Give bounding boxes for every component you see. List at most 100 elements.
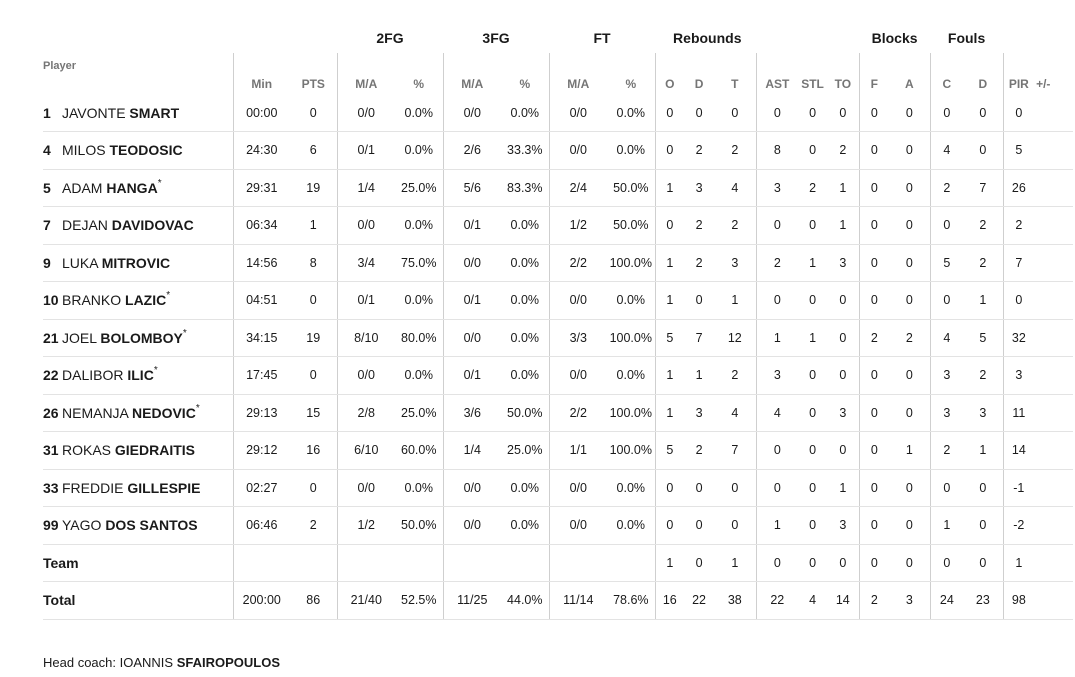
player-row[interactable]: 21 JOEL BOLOMBOY* 34:15 19 8/10 80.0% 0/0 0.0% 3… — [43, 319, 1074, 357]
cell-ast: 0 — [755, 206, 799, 245]
player-name-cell[interactable]: 7 DEJAN DAVIDOVAC — [43, 206, 233, 245]
cell-ft-ma: 3/3 — [548, 319, 608, 357]
cell-ast: 22 — [755, 581, 799, 620]
cell-ft-pct: 100.0% — [607, 394, 656, 432]
cell-to: 1 — [827, 169, 860, 207]
cell-plusminus — [1034, 581, 1074, 620]
player-name-cell[interactable]: 4 MILOS TEODOSIC — [43, 131, 233, 170]
cell-to: 0 — [827, 281, 860, 320]
cell-reb-o: 0 — [654, 469, 685, 507]
cell-3fg-pct: 0.0% — [501, 506, 550, 545]
player-row[interactable]: 31 ROKAS GIEDRAITIS 29:12 16 6/10 60.0% 1/4 25.… — [43, 431, 1074, 470]
player-name-cell[interactable]: 21 JOEL BOLOMBOY* — [43, 319, 233, 357]
header-blank — [756, 23, 859, 53]
cell-pts: 8 — [290, 244, 337, 282]
cell-reb-d: 0 — [684, 281, 715, 320]
cell-reb-d: 0 — [684, 506, 715, 545]
starter-marker: * — [157, 177, 162, 189]
cell-3fg-ma: 11/25 — [442, 581, 502, 620]
player-last-name: MITROVIC — [101, 254, 171, 271]
player-name-cell[interactable]: 5 ADAM HANGA* — [43, 169, 233, 207]
cell-stl: 0 — [798, 94, 828, 132]
header-player: Player — [43, 60, 77, 72]
cell-reb-o: 0 — [654, 94, 685, 132]
player-last-name: HANGA — [106, 179, 158, 196]
cell-blk-a: 0 — [889, 281, 931, 320]
header-ast: AST — [755, 53, 799, 94]
cell-ft-pct: 0.0% — [607, 94, 656, 132]
player-row[interactable]: 5 ADAM HANGA* 29:31 19 1/4 25.0% 5/6 83.3% 2/4 50… — [43, 169, 1074, 207]
cell-pir: 1 — [1002, 544, 1035, 582]
cell-foul-d: 5 — [963, 319, 1004, 357]
cell-stl: 0 — [798, 356, 828, 395]
cell-min: 04:51 — [232, 281, 290, 320]
cell-min: 14:56 — [232, 244, 290, 282]
cell-3fg-pct: 50.0% — [501, 394, 550, 432]
header-pts: PTS — [301, 77, 325, 91]
header-plusminus: +/- — [1036, 77, 1051, 91]
cell-to: 0 — [827, 94, 860, 132]
cell-foul-d: 0 — [963, 131, 1004, 170]
cell-3fg-pct — [501, 544, 550, 582]
cell-reb-t: 1 — [714, 281, 757, 320]
player-row[interactable]: 10 BRANKO LAZIC* 04:51 0 0/1 0.0% 0/1 0.0% 0/0 0.… — [43, 281, 1074, 320]
player-name-cell[interactable]: 33 FREDDIE GILLESPIE — [43, 469, 233, 507]
player-name-cell[interactable]: 9 LUKA MITROVIC — [43, 244, 233, 282]
player-last-name: ILIC — [127, 367, 154, 384]
cell-reb-d: 2 — [684, 244, 715, 282]
player-row[interactable]: 4 MILOS TEODOSIC 24:30 6 0/1 0.0% 2/6 33.3% 0/0 0… — [43, 131, 1074, 170]
player-name-cell[interactable]: 26 NEMANJA NEDOVIC* — [43, 394, 233, 432]
cell-reb-t: 3 — [714, 244, 757, 282]
player-number: 1 — [43, 104, 51, 121]
cell-blk-f: 0 — [858, 469, 890, 507]
player-row[interactable]: 7 DEJAN DAVIDOVAC 06:34 1 0/0 0.0% 0/1 0.0% 1/2 5… — [43, 206, 1074, 245]
cell-2fg-pct: 80.0% — [395, 319, 444, 357]
cell-2fg-pct: 25.0% — [395, 394, 444, 432]
cell-3fg-ma: 0/0 — [442, 94, 502, 132]
cell-ft-ma: 2/4 — [548, 169, 608, 207]
cell-ft-pct: 78.6% — [607, 581, 656, 620]
player-name-cell[interactable]: 99 YAGO DOS SANTOS — [43, 506, 233, 545]
player-row[interactable]: 9 LUKA MITROVIC 14:56 8 3/4 75.0% 0/0 0.0% 2/2 10… — [43, 244, 1074, 282]
cell-3fg-ma: 1/4 — [442, 431, 502, 470]
starter-marker: * — [166, 290, 171, 302]
cell-plusminus — [1034, 131, 1074, 170]
cell-stl: 2 — [798, 169, 828, 207]
player-row[interactable]: 22 DALIBOR ILIC* 17:45 0 0/0 0.0% 0/1 0.0% 0/0 0.… — [43, 356, 1074, 395]
cell-blk-f: 2 — [858, 581, 890, 620]
cell-blk-a: 0 — [889, 169, 931, 207]
cell-ft-ma: 0/0 — [548, 281, 608, 320]
player-row[interactable]: 1 JAVONTE SMART 00:00 0 0/0 0.0% 0/0 0.0% 0/0 0.0… — [43, 94, 1074, 132]
cell-3fg-pct: 0.0% — [501, 206, 550, 245]
player-row[interactable]: 33 FREDDIE GILLESPIE 02:27 0 0/0 0.0% 0/0 0.0% 0… — [43, 469, 1074, 507]
player-number: 22 — [43, 367, 59, 384]
cell-plusminus — [1034, 244, 1074, 282]
cell-foul-d: 0 — [963, 94, 1004, 132]
cell-ast: 0 — [755, 544, 799, 582]
header-3fg-ma: M/A — [442, 53, 502, 94]
header-group-3fg: 3FG — [482, 30, 510, 46]
player-row[interactable]: 99 YAGO DOS SANTOS 06:46 2 1/2 50.0% 0/0 0.0% 0/… — [43, 506, 1074, 545]
cell-foul-d: 1 — [963, 281, 1004, 320]
cell-min: 29:12 — [232, 431, 290, 470]
player-row[interactable]: 26 NEMANJA NEDOVIC* 29:13 15 2/8 25.0% 3/6 50.0… — [43, 394, 1074, 432]
player-number: 33 — [43, 479, 59, 496]
cell-reb-d: 0 — [684, 94, 715, 132]
header-reb-t: T — [731, 77, 739, 91]
player-name-cell[interactable]: 31 ROKAS GIEDRAITIS — [43, 431, 233, 470]
cell-pts: 6 — [290, 131, 337, 170]
starter-marker: * — [182, 327, 187, 339]
player-name-cell[interactable]: 10 BRANKO LAZIC* — [43, 281, 233, 320]
cell-2fg-ma: 0/0 — [336, 94, 395, 132]
cell-pir: -2 — [1002, 506, 1035, 545]
player-number: 4 — [43, 142, 51, 159]
cell-blk-a: 0 — [889, 469, 931, 507]
cell-foul-c: 4 — [929, 319, 964, 357]
cell-blk-f: 0 — [858, 506, 890, 545]
player-name-cell[interactable]: 1 JAVONTE SMART — [43, 94, 233, 132]
cell-plusminus — [1034, 169, 1074, 207]
player-name-cell[interactable]: 22 DALIBOR ILIC* — [43, 356, 233, 395]
cell-3fg-pct: 83.3% — [501, 169, 550, 207]
cell-stl: 0 — [798, 394, 828, 432]
cell-reb-o: 1 — [654, 244, 685, 282]
